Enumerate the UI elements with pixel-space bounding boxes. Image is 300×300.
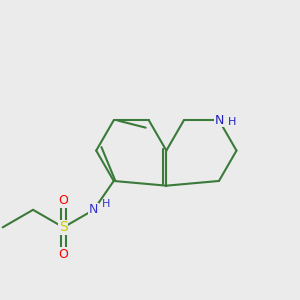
Text: H: H xyxy=(102,200,110,209)
Text: N: N xyxy=(89,203,98,216)
Text: O: O xyxy=(58,194,68,207)
Text: H: H xyxy=(228,117,236,127)
Text: O: O xyxy=(58,248,68,261)
Text: N: N xyxy=(214,114,224,127)
Text: S: S xyxy=(59,220,68,234)
